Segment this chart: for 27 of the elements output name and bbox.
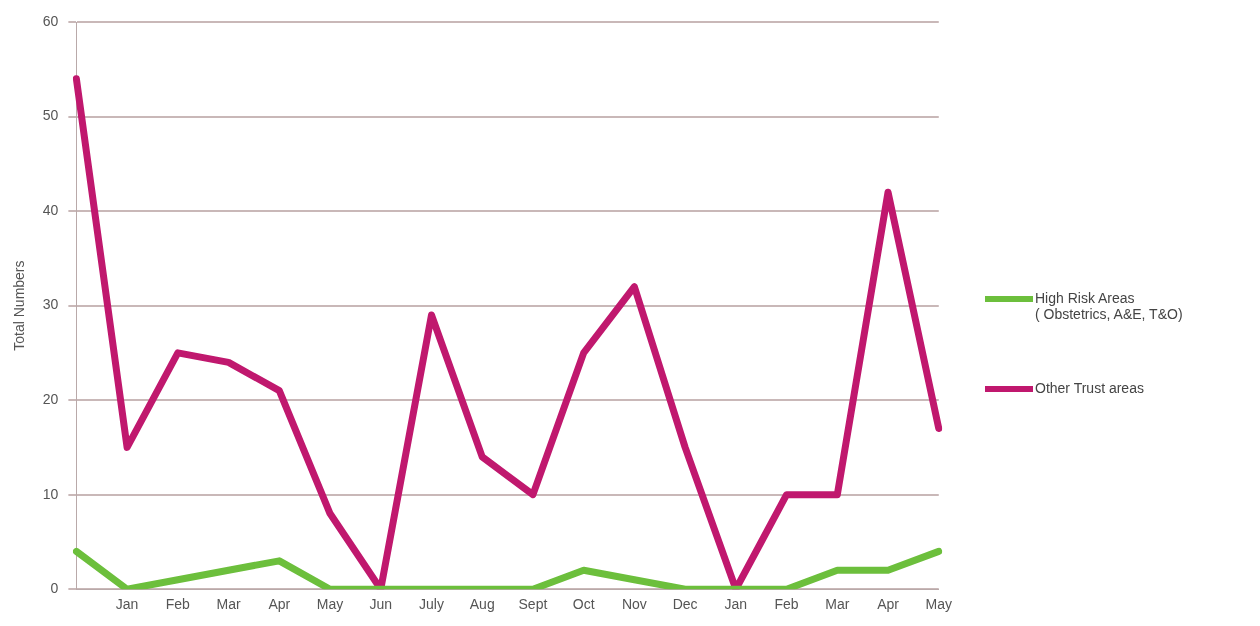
legend-label: Other Trust areas	[1035, 380, 1144, 396]
x-tick-label: Oct	[572, 596, 595, 613]
x-tick-label: Apr	[268, 596, 291, 613]
x-tick-label: Feb	[165, 596, 191, 613]
y-tick-label: 0	[50, 580, 59, 597]
x-tick-label: Mar	[216, 596, 241, 613]
x-tick-label: Nov	[621, 596, 647, 613]
x-tick-label: Mar	[825, 596, 850, 613]
y-tick-label: 10	[42, 485, 59, 502]
x-tick-label: Aug	[469, 596, 495, 613]
x-tick-label: Jan	[115, 596, 139, 613]
y-tick-label: 50	[42, 107, 59, 124]
x-tick-label: Feb	[774, 596, 799, 613]
x-tick-label: May	[316, 596, 344, 613]
y-axis-title: Total Numbers	[11, 260, 28, 351]
x-tick-label: July	[419, 596, 444, 613]
x-tick-label: Jun	[369, 596, 393, 613]
x-tick-label: Dec	[672, 596, 698, 613]
legend-label: High Risk Areas ( Obstetrics, A&E, T&O)	[1035, 290, 1183, 322]
y-tick-label: 40	[42, 201, 59, 218]
x-tick-label: Apr	[877, 596, 900, 613]
x-tick-label: Jan	[724, 596, 748, 613]
x-tick-label: Sept	[518, 596, 548, 613]
y-tick-label: 20	[42, 390, 59, 407]
x-tick-label: May	[925, 596, 952, 613]
y-tick-label: 30	[42, 296, 59, 313]
y-tick-label: 60	[42, 12, 59, 29]
